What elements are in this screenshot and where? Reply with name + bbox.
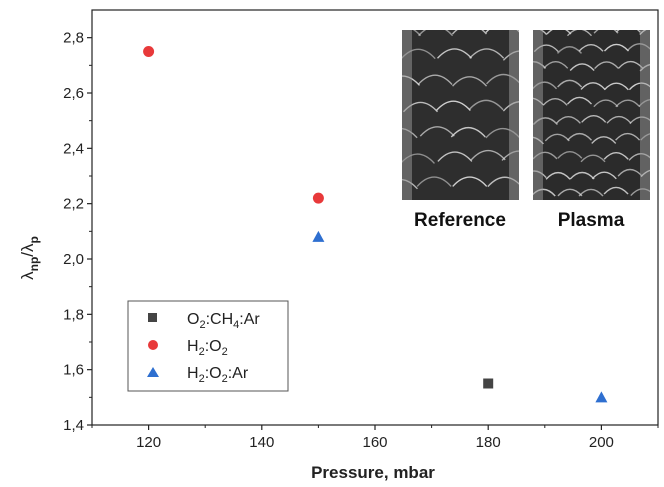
- y-tick-label: 1,8: [63, 306, 84, 323]
- data-point-circle: [143, 46, 154, 57]
- inset-caption-reference: Reference: [414, 210, 506, 231]
- y-tick-label: 2,4: [63, 140, 84, 157]
- y-tick-label: 1,6: [63, 362, 84, 379]
- x-tick-label: 160: [362, 434, 387, 451]
- inset-caption-plasma: Plasma: [558, 210, 625, 231]
- y-tick-label: 2,8: [63, 30, 84, 47]
- x-tick-label: 200: [589, 434, 614, 451]
- data-point-circle: [313, 193, 324, 204]
- y-axis-title: λnp/λp: [18, 236, 41, 280]
- x-axis-title: Pressure, mbar: [311, 463, 435, 482]
- data-point-triangle: [312, 231, 324, 242]
- legend: O2:CH4:Ar H2:O2 H2:O2:Ar: [128, 301, 288, 391]
- legend-square-marker: [148, 313, 157, 322]
- data-point-triangle: [595, 391, 607, 402]
- y-tick-label: 1,4: [63, 417, 84, 434]
- y-tick-label: 2,6: [63, 85, 84, 102]
- y-tick-label: 2,0: [63, 251, 84, 268]
- y-tick-label: 2,2: [63, 196, 84, 213]
- x-tick-label: 140: [249, 434, 274, 451]
- legend-circle-marker: [148, 340, 158, 350]
- x-tick-label: 180: [476, 434, 501, 451]
- inset-plasma-image: [519, 26, 664, 200]
- data-point-square: [483, 379, 493, 389]
- x-tick-label: 120: [136, 434, 161, 451]
